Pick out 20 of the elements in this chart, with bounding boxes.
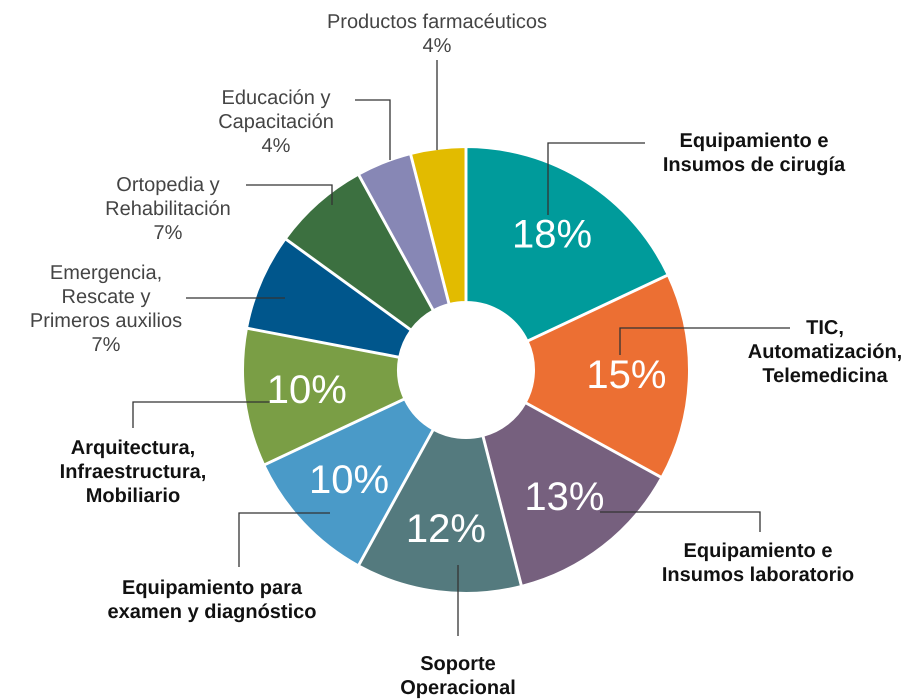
slice-label: Educación y Capacitación [218, 87, 334, 133]
data-label: 18% [512, 212, 592, 256]
data-label: 4% [422, 35, 452, 57]
slice-label: Soporte Operacional [400, 653, 516, 699]
data-label: 13% [524, 474, 604, 519]
data-label: 12% [406, 507, 486, 552]
data-label: 7% [92, 334, 121, 356]
data-label: 15% [586, 353, 666, 398]
slice-label: Equipamiento para examen y diagnóstico [108, 577, 316, 623]
data-label: 4% [262, 135, 291, 157]
slice-label: TIC, Automatización, Telemedicina [748, 317, 902, 387]
slice-label: Productos farmacéuticos [326, 11, 548, 33]
data-label: 7% [154, 222, 183, 244]
slice-label: Emergencia, Rescate y Primeros auxilios [30, 262, 182, 332]
slice-label: Equipamiento e Insumos laboratorio [662, 540, 854, 586]
slice-label: Ortopedia y Rehabilitación [105, 174, 231, 220]
data-label: 10% [308, 458, 390, 502]
slice-label: Equipamiento e Insumos de cirugía [662, 130, 846, 176]
data-label: 10% [266, 368, 347, 412]
slice-label: Arquitectura, Infraestructura, Mobiliario [60, 437, 206, 507]
